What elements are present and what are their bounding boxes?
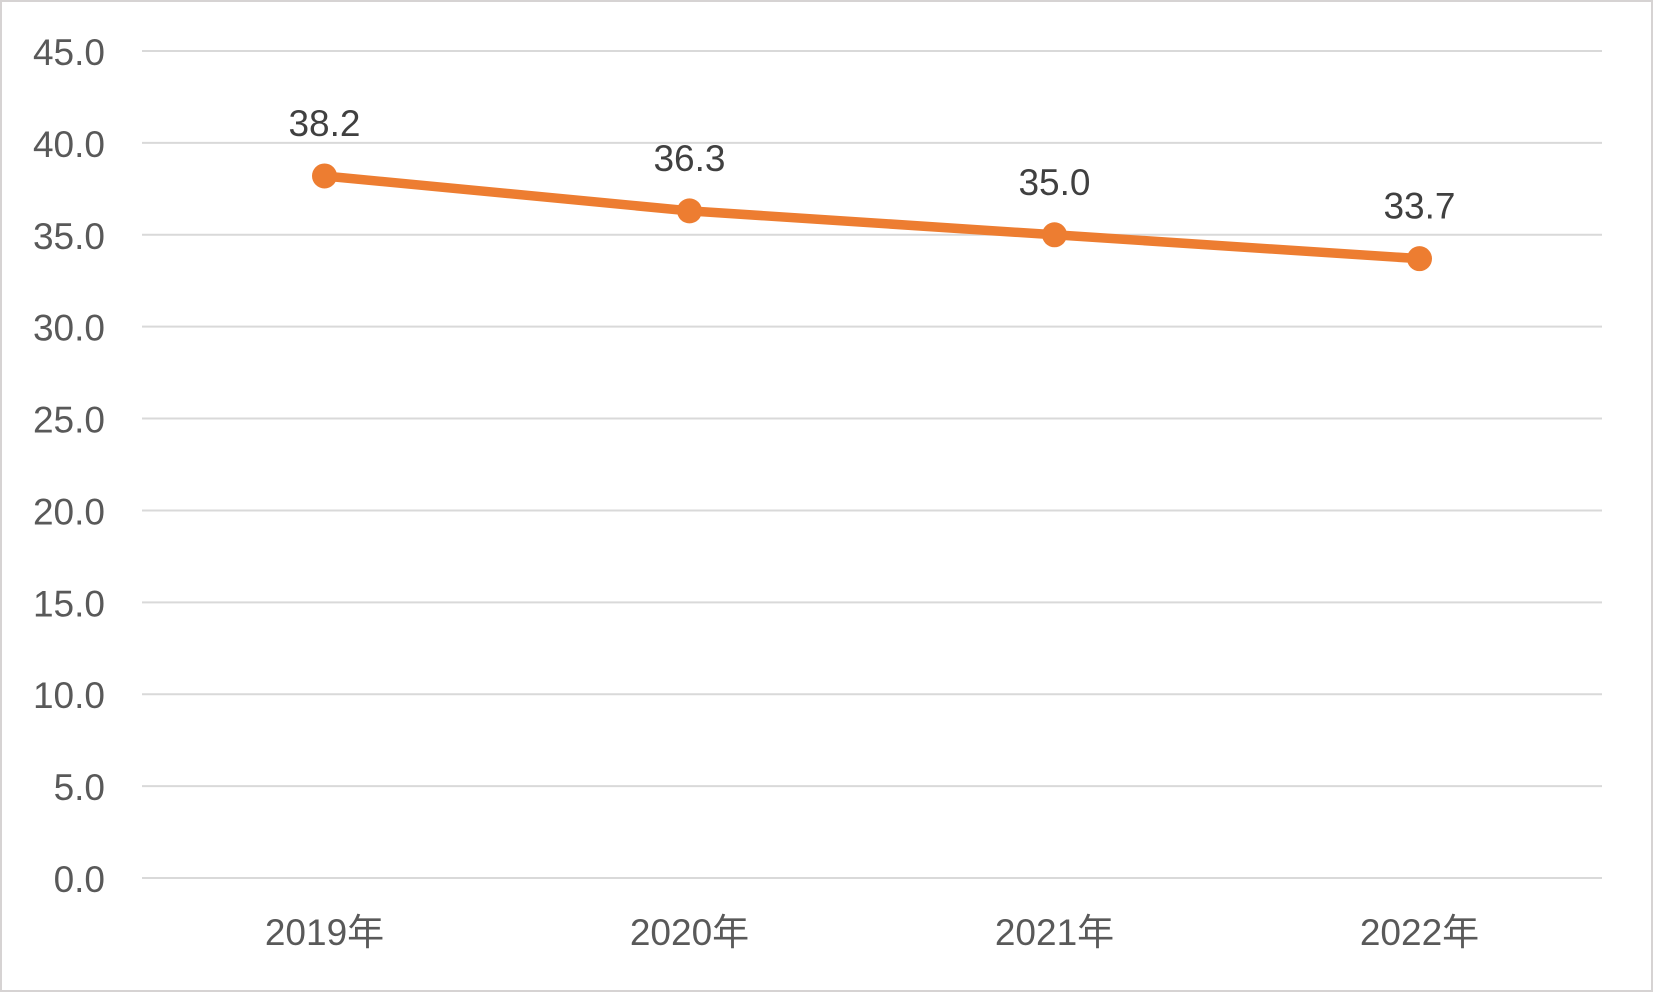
- data-point-marker: [1042, 222, 1067, 248]
- data-point-label: 33.7: [1383, 186, 1455, 227]
- data-point-label: 35.0: [1018, 162, 1090, 203]
- x-axis-label: 2022年: [1360, 912, 1479, 953]
- data-point-marker: [312, 163, 337, 189]
- y-axis-tick-label: 20.0: [33, 491, 105, 532]
- y-axis-tick-label: 5.0: [54, 767, 105, 808]
- y-axis-tick-label: 30.0: [33, 308, 105, 349]
- data-point-label: 38.2: [288, 103, 360, 144]
- x-axis-label: 2020年: [630, 912, 749, 953]
- data-point-marker: [1407, 246, 1432, 272]
- y-axis-tick-label: 0.0: [54, 859, 105, 900]
- y-axis-tick-label: 15.0: [33, 583, 105, 624]
- y-axis-tick-label: 45.0: [33, 32, 105, 73]
- y-axis-tick-label: 10.0: [33, 675, 105, 716]
- x-axis-label: 2019年: [265, 912, 384, 953]
- y-axis-tick-label: 35.0: [33, 216, 105, 257]
- series-line: [319, 171, 1425, 264]
- x-axis-label: 2021年: [995, 912, 1114, 953]
- data-point-marker: [677, 198, 702, 224]
- y-axis-tick-label: 25.0: [33, 400, 105, 441]
- y-axis-tick-label: 40.0: [33, 124, 105, 165]
- data-point-label: 36.3: [653, 138, 725, 179]
